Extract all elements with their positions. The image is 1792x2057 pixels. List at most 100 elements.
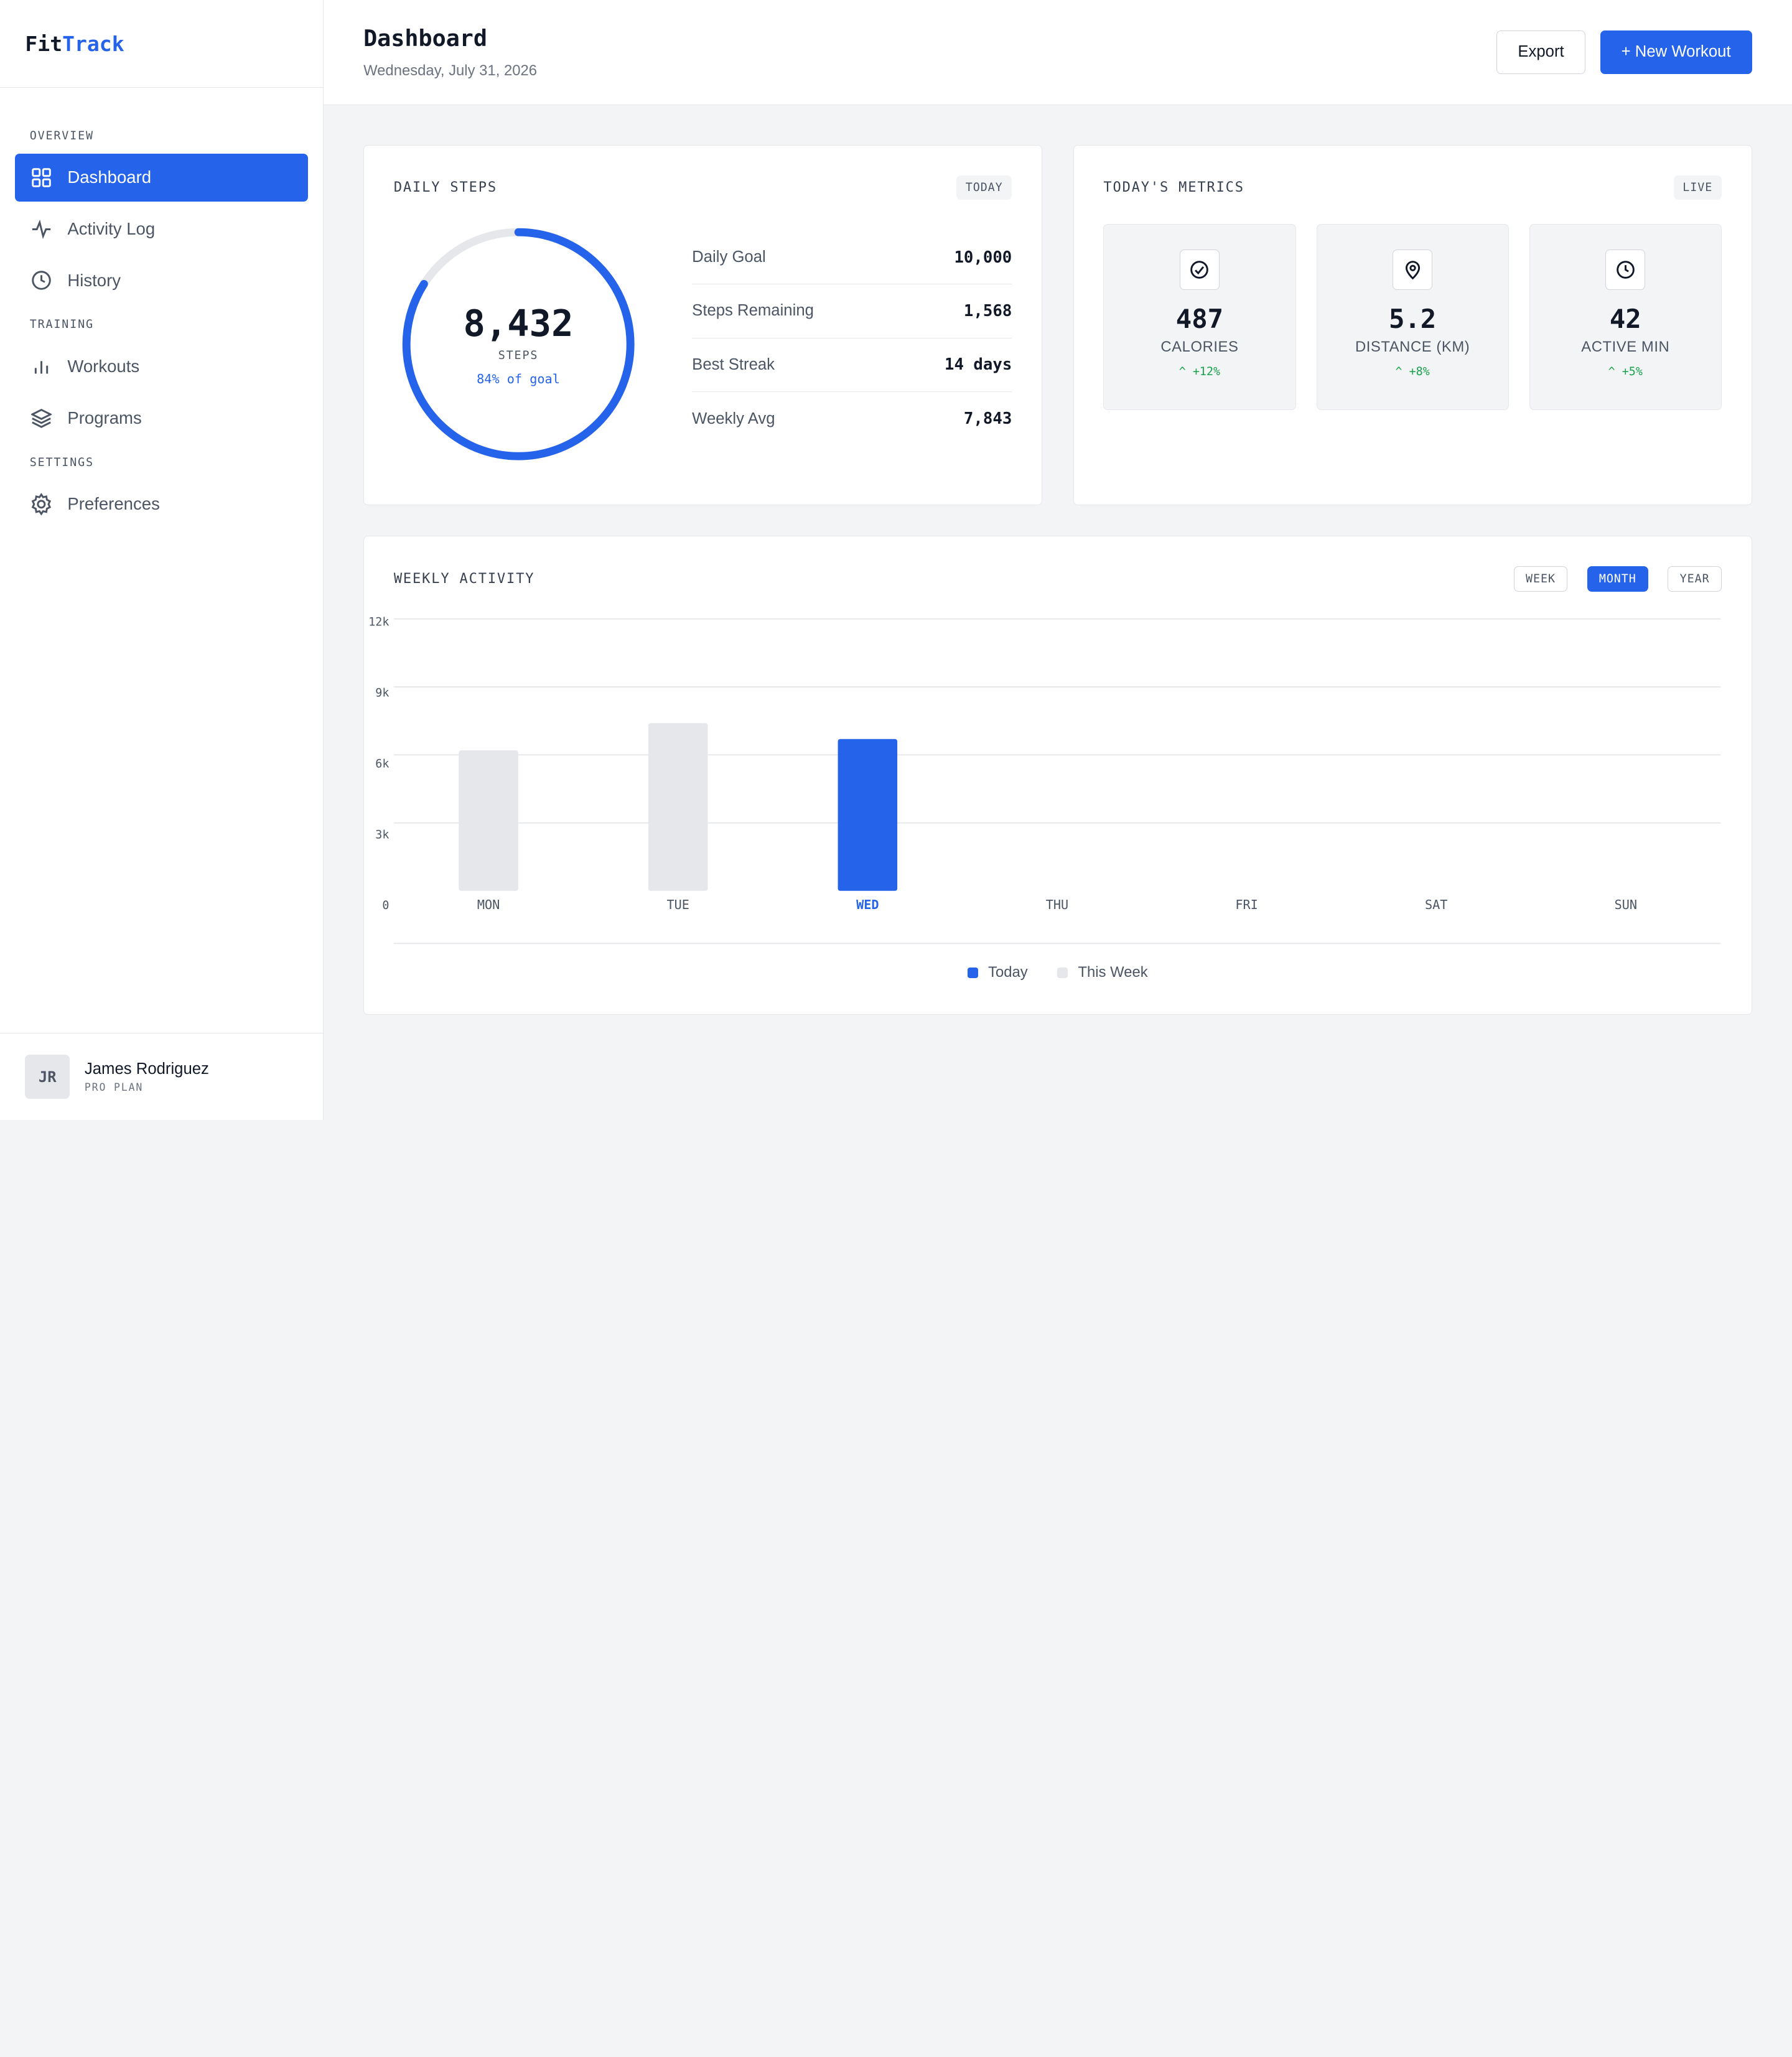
y-tick-label: 3k <box>375 828 389 841</box>
export-button[interactable]: Export <box>1496 30 1585 74</box>
stat-label: Best Streak <box>692 355 775 373</box>
legend-label: This Week <box>1078 964 1148 981</box>
brand-logo[interactable]: Fit Track <box>0 0 323 88</box>
sidebar-nav: OVERVIEW Dashboard Activity Log History … <box>0 88 323 1033</box>
toggle-week[interactable]: WEEK <box>1513 566 1568 592</box>
brand-part-track: Track <box>62 31 124 56</box>
section-label-overview: OVERVIEW <box>29 129 94 142</box>
steps-goal-pct: 84% of goal <box>477 371 560 386</box>
bar-chart-icon <box>30 355 53 378</box>
grid-icon <box>30 166 53 189</box>
sidebar-item-workouts[interactable]: Workouts <box>15 343 308 391</box>
sidebar-item-programs[interactable]: Programs <box>15 394 308 442</box>
chart-legend: Today This Week <box>364 964 1752 981</box>
layers-icon <box>30 407 53 430</box>
sidebar-item-label: Activity Log <box>67 219 156 239</box>
metric-change: ^ +5% <box>1608 365 1643 378</box>
metric-value: 42 <box>1609 303 1641 334</box>
sidebar-item-dashboard[interactable]: Dashboard <box>14 153 308 202</box>
sidebar-item-history[interactable]: History <box>15 256 308 304</box>
weekly-activity-chart: 0 3k 6k 9k 12k MON TUE WED THU FRI SAT SUN <box>368 617 1721 945</box>
steps-unit: STEPS <box>498 349 539 363</box>
stat-row-best-streak: Best Streak 14 days <box>692 338 1012 392</box>
steps-progress-ring: 8,432 STEPS 84% of goal <box>394 220 643 469</box>
bar-tue <box>648 723 708 891</box>
metric-value: 5.2 <box>1388 303 1437 334</box>
x-tick-label: THU <box>1046 897 1068 912</box>
legend-item-this-week: This Week <box>1057 964 1148 981</box>
sidebar-item-label: Workouts <box>67 357 140 376</box>
clock-icon <box>1605 250 1646 290</box>
todays-metrics-card: TODAY'S METRICS LIVE 487 CALORIES ^ +12% <box>1073 145 1752 505</box>
sidebar-item-activity-log[interactable]: Activity Log <box>15 205 308 253</box>
stat-value: 1,568 <box>963 301 1012 320</box>
section-label-training: TRAINING <box>29 318 94 332</box>
user-plan: PRO PLAN <box>84 1081 144 1094</box>
card-title: WEEKLY ACTIVITY <box>393 571 535 587</box>
stat-row-daily-goal: Daily Goal 10,000 <box>692 231 1012 285</box>
toggle-year[interactable]: YEAR <box>1668 566 1722 592</box>
y-tick-label: 0 <box>382 899 389 912</box>
gear-icon <box>30 493 53 516</box>
legend-item-today: Today <box>967 964 1028 981</box>
metric-value: 487 <box>1175 303 1224 334</box>
map-pin-icon <box>1392 250 1433 290</box>
user-name: James Rodriguez <box>84 1060 209 1078</box>
y-tick-label: 12k <box>368 617 389 629</box>
y-tick-label: 9k <box>375 687 389 700</box>
metric-change: ^ +12% <box>1178 365 1221 378</box>
legend-swatch-today <box>967 968 978 978</box>
x-tick-label: SUN <box>1615 897 1637 912</box>
main-area: Dashboard Wednesday, July 31, 2026 Expor… <box>323 0 1792 1120</box>
sidebar-item-label: Programs <box>67 408 142 427</box>
stat-value: 14 days <box>944 355 1012 375</box>
toggle-month[interactable]: MONTH <box>1587 566 1649 592</box>
stat-label: Weekly Avg <box>692 409 775 427</box>
stat-row-steps-remaining: Steps Remaining 1,568 <box>692 284 1012 338</box>
section-label-settings: SETTINGS <box>29 455 94 469</box>
steps-progress-arc <box>402 228 635 460</box>
stat-row-weekly-avg: Weekly Avg 7,843 <box>692 392 1012 445</box>
steps-value: 8,432 <box>463 301 574 345</box>
metric-active-min: 42 ACTIVE MIN ^ +5% <box>1529 223 1722 411</box>
card-title: TODAY'S METRICS <box>1103 180 1244 196</box>
x-tick-label: WED <box>856 897 879 912</box>
bar-mon <box>459 750 518 891</box>
brand-part-fit: Fit <box>25 31 63 56</box>
metric-change: ^ +8% <box>1395 365 1430 378</box>
bar-wed <box>838 739 898 891</box>
stat-value: 10,000 <box>954 248 1012 267</box>
sidebar: Fit Track OVERVIEW Dashboard Activity Log… <box>0 0 324 1120</box>
user-profile[interactable]: JR James Rodriguez PRO PLAN <box>0 1033 323 1120</box>
daily-steps-card: DAILY STEPS TODAY 8,432 STEPS <box>363 145 1043 505</box>
stat-label: Steps Remaining <box>692 302 814 320</box>
metric-calories: 487 CALORIES ^ +12% <box>1103 223 1296 411</box>
y-tick-label: 6k <box>375 757 389 770</box>
stat-label: Daily Goal <box>692 248 766 266</box>
metric-distance: 5.2 DISTANCE (KM) ^ +8% <box>1316 223 1509 411</box>
x-tick-label: TUE <box>667 897 689 912</box>
clock-icon <box>30 269 53 292</box>
steps-stats: Daily Goal 10,000 Steps Remaining 1,568 Be… <box>692 231 1012 469</box>
sidebar-item-label: Dashboard <box>67 167 152 187</box>
x-tick-label: FRI <box>1235 897 1258 912</box>
sidebar-item-label: History <box>67 270 121 290</box>
check-circle-icon <box>1179 250 1220 290</box>
metric-label: ACTIVE MIN <box>1581 338 1670 355</box>
x-tick-label: SAT <box>1425 897 1447 912</box>
new-workout-button[interactable]: + New Workout <box>1600 30 1752 74</box>
sidebar-item-preferences[interactable]: Preferences <box>15 480 308 528</box>
stat-value: 7,843 <box>963 409 1012 429</box>
pulse-icon <box>30 218 53 241</box>
page-title: Dashboard <box>363 25 488 52</box>
weekly-activity-card: WEEKLY ACTIVITY WEEK MONTH YEAR 0 3k 6k 9k 1… <box>363 536 1752 1015</box>
metric-label: DISTANCE (KM) <box>1355 338 1470 355</box>
sidebar-item-label: Preferences <box>67 494 160 514</box>
avatar: JR <box>25 1054 70 1099</box>
page-header: Dashboard Wednesday, July 31, 2026 Expor… <box>323 0 1792 105</box>
legend-label: Today <box>988 964 1028 981</box>
card-title: DAILY STEPS <box>393 180 497 196</box>
dashboard-content: DAILY STEPS TODAY 8,432 STEPS <box>324 105 1792 1015</box>
live-tag: LIVE <box>1673 175 1722 200</box>
page-date: Wednesday, July 31, 2026 <box>363 62 538 79</box>
